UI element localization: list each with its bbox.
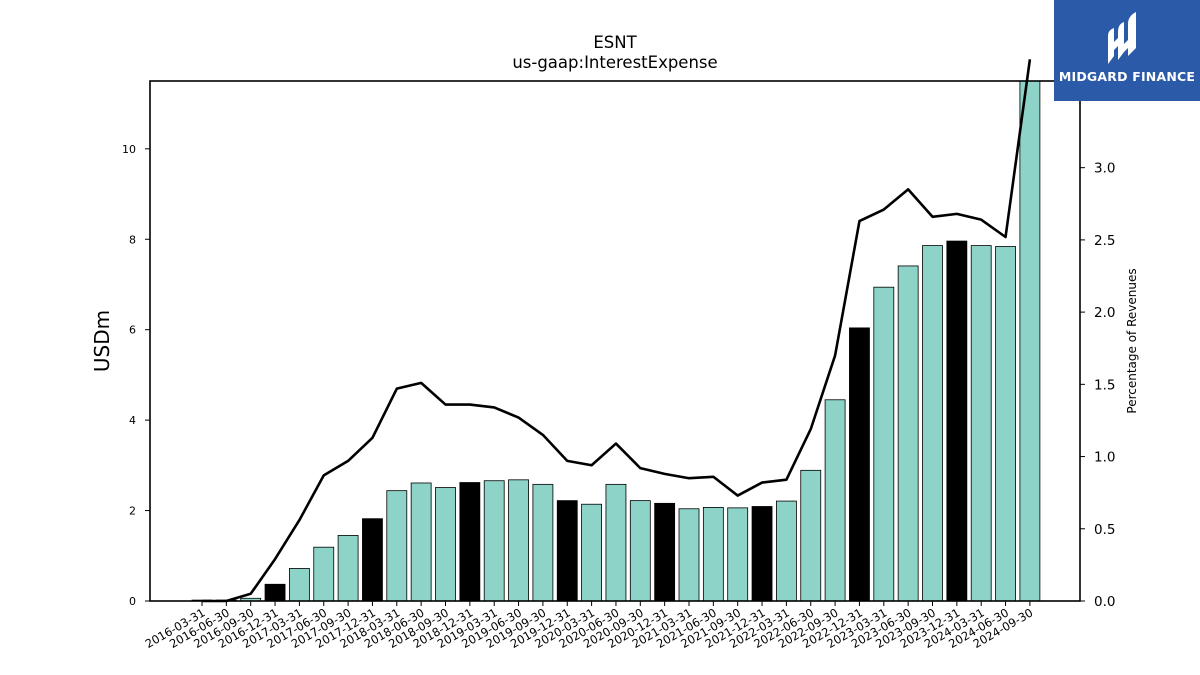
bar-2019-12-31 bbox=[556, 500, 578, 602]
bar-2018-09-30 bbox=[435, 487, 456, 602]
bar-2022-06-30 bbox=[800, 469, 822, 602]
bar-2020-09-30 bbox=[629, 500, 651, 602]
bar-2021-06-30 bbox=[702, 506, 724, 602]
y2-tick-label: 1.5 bbox=[1094, 377, 1115, 393]
chart-title: ESNT bbox=[593, 33, 637, 52]
bar-2017-09-30 bbox=[337, 535, 359, 602]
bar-2022-12-31 bbox=[849, 327, 870, 602]
bar-2024-06-30 bbox=[995, 246, 1016, 602]
plot-frame bbox=[149, 80, 1081, 602]
y-tick-label: 6 bbox=[129, 324, 136, 337]
y2-tick-label: 0.0 bbox=[1094, 594, 1115, 610]
bar-2023-09-30 bbox=[922, 245, 943, 602]
axes: 02468100.00.51.01.52.02.53.03.53.52016-0… bbox=[122, 80, 1115, 651]
bar-2024-09-30 bbox=[1019, 80, 1041, 602]
chart-subtitle: us-gaap:InterestExpense bbox=[512, 53, 717, 72]
bar-2023-06-30 bbox=[897, 265, 919, 602]
y-tick-label: 8 bbox=[129, 233, 136, 246]
bar-2019-06-30 bbox=[508, 479, 529, 602]
midgard-logo-icon bbox=[1108, 12, 1136, 64]
y2-axis-label: Percentage of Revenues bbox=[1125, 268, 1139, 413]
y-tick-label: 2 bbox=[129, 505, 136, 518]
y2-tick-label: 3.0 bbox=[1094, 161, 1115, 177]
bar-2020-03-31 bbox=[581, 503, 602, 602]
y2-tick-label: 2.0 bbox=[1094, 305, 1115, 321]
bar-2018-03-31 bbox=[386, 490, 408, 602]
y2-tick-label: 0.5 bbox=[1094, 522, 1115, 538]
logo-text: MIDGARD FINANCE bbox=[1058, 69, 1196, 84]
bar-2019-09-30 bbox=[532, 483, 554, 602]
y-tick-label: 4 bbox=[129, 414, 136, 427]
y-axis-label: USDm bbox=[90, 310, 114, 372]
y2-tick-label: 1.0 bbox=[1094, 450, 1115, 466]
bar-2021-03-31 bbox=[678, 508, 700, 602]
bar-2021-12-31 bbox=[751, 506, 773, 602]
bar-2017-12-31 bbox=[362, 518, 383, 602]
bar-2018-06-30 bbox=[410, 482, 432, 602]
y-tick-label: 0 bbox=[129, 595, 136, 608]
y-tick-label: 10 bbox=[122, 143, 136, 156]
bar-2019-03-31 bbox=[483, 480, 505, 602]
bar-2024-03-31 bbox=[970, 245, 992, 602]
bar-2020-06-30 bbox=[605, 483, 627, 602]
bar-2021-09-30 bbox=[727, 507, 749, 602]
bar-2016-12-31 bbox=[264, 583, 286, 602]
bar-2023-03-31 bbox=[873, 286, 895, 602]
line-series bbox=[202, 59, 1032, 603]
bar-series bbox=[191, 80, 1041, 602]
bar-2017-03-31 bbox=[288, 568, 310, 602]
bar-2023-12-31 bbox=[946, 240, 968, 602]
bar-2022-03-31 bbox=[776, 500, 797, 602]
bar-2018-12-31 bbox=[459, 482, 481, 602]
bar-2017-06-30 bbox=[313, 546, 335, 602]
bar-2020-12-31 bbox=[654, 502, 676, 602]
y2-tick-label: 2.5 bbox=[1094, 233, 1115, 249]
percentage-line bbox=[202, 59, 1032, 603]
midgard-finance-logo: MIDGARD FINANCE bbox=[1054, 0, 1200, 101]
bar-2022-09-30 bbox=[824, 399, 846, 602]
